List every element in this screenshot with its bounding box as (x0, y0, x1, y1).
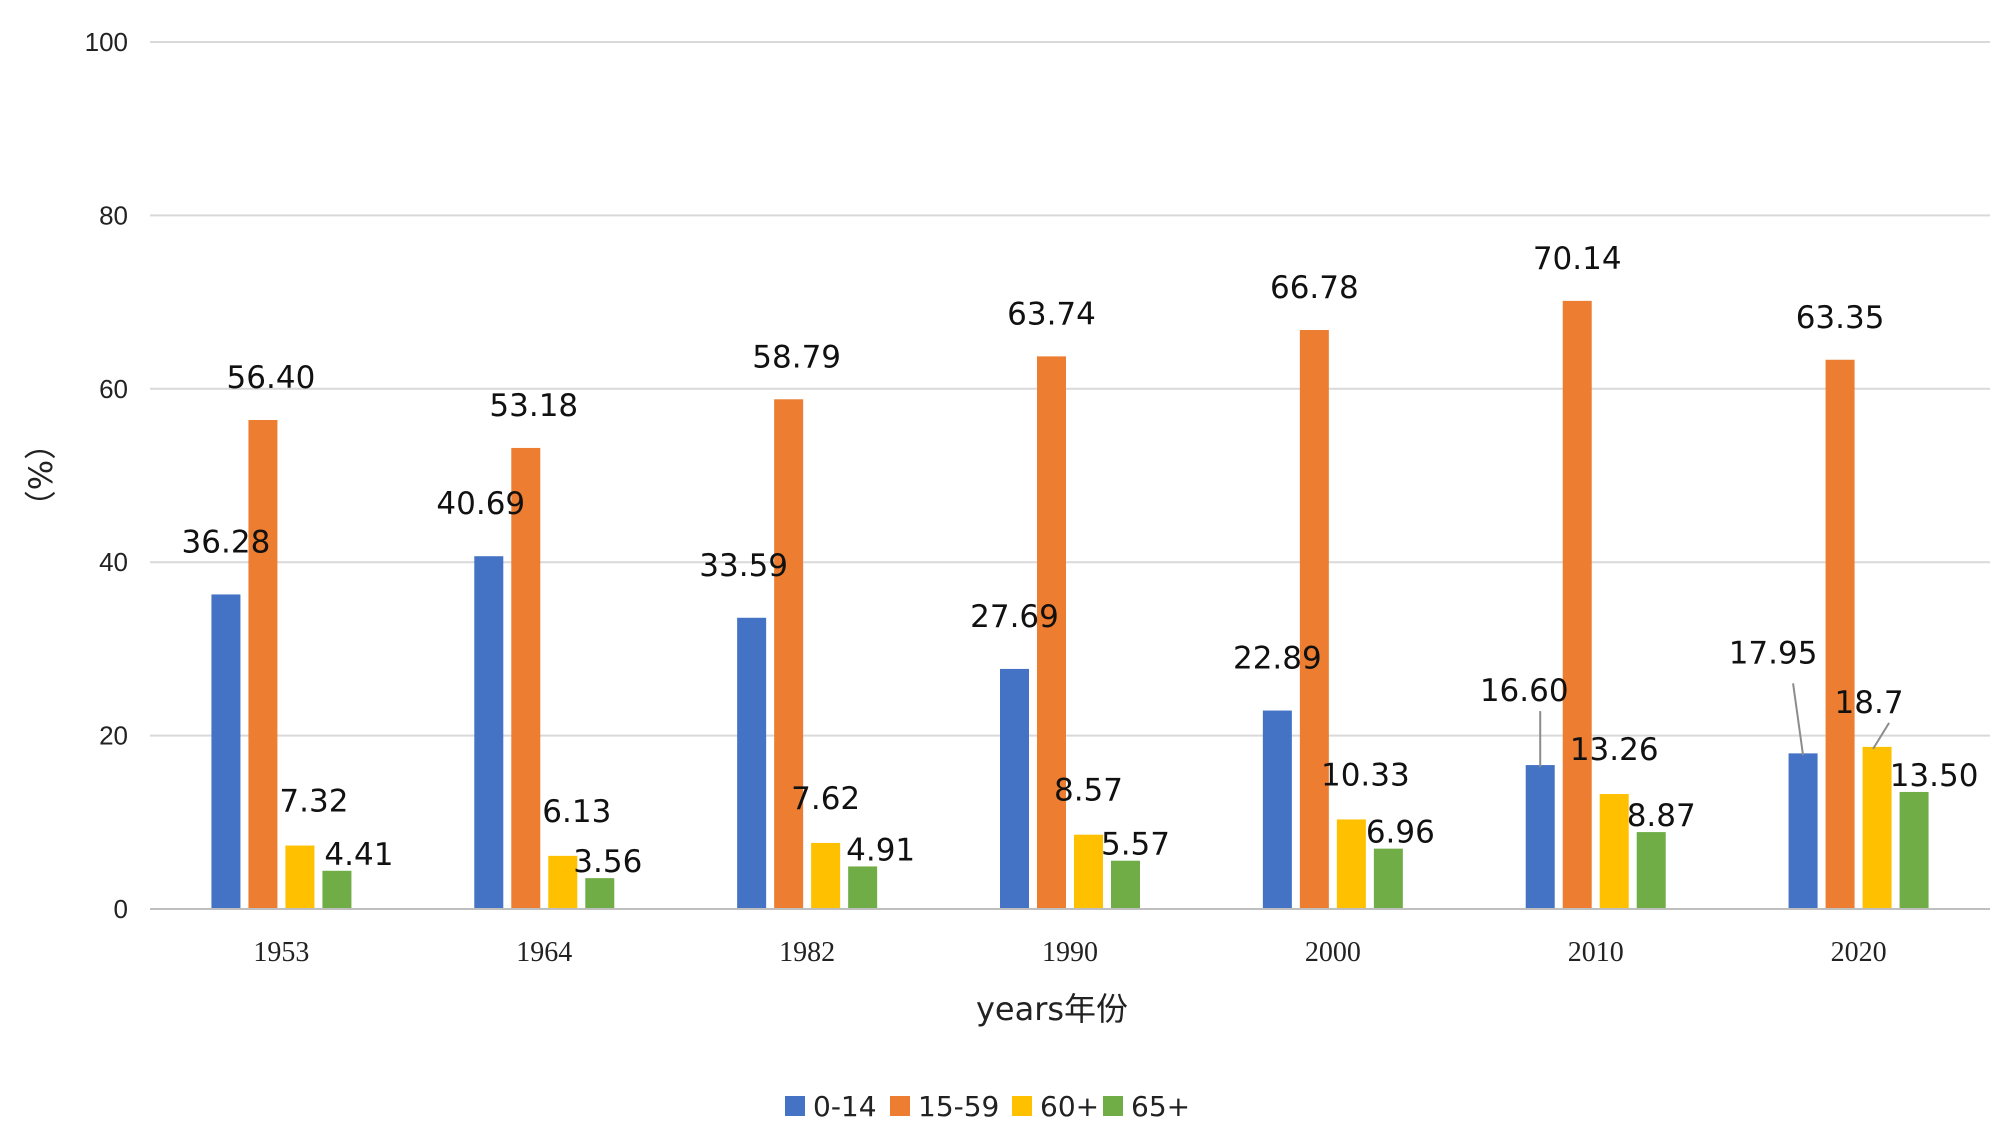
legend-label: 60+ (1040, 1090, 1099, 1123)
bar-15-59-1964 (511, 447, 541, 909)
y-tick-label: 60 (99, 374, 128, 404)
legend-label: 15-59 (918, 1090, 999, 1123)
data-label: 4.41 (324, 837, 393, 873)
data-label: 17.95 (1729, 635, 1818, 671)
bar-60+-2010 (1599, 794, 1629, 909)
y-axis-title: （%） (22, 428, 60, 522)
bar-65+-1964 (585, 878, 615, 909)
legend: 0-14 15-59 60+ 65+ (785, 1090, 1190, 1123)
label-leader-lines (1539, 683, 1890, 768)
data-label: 66.78 (1270, 270, 1359, 306)
y-axis-ticks: 0 20 40 60 80 100 (85, 27, 128, 924)
bar-15-59-2010 (1562, 300, 1592, 909)
bar-60+-2020 (1862, 746, 1892, 909)
bar-0-14-1964 (474, 556, 504, 909)
bar-60+-2000 (1336, 819, 1366, 909)
y-tick-label: 0 (114, 894, 128, 924)
legend-swatch-0-14 (785, 1096, 805, 1116)
legend-swatch-15-59 (890, 1096, 910, 1116)
y-tick-label: 20 (99, 721, 128, 751)
data-label: 8.87 (1627, 798, 1696, 834)
bar-0-14-2010 (1525, 765, 1555, 909)
legend-swatch-65+ (1103, 1096, 1123, 1116)
data-label: 22.89 (1233, 641, 1322, 677)
legend-label: 0-14 (813, 1090, 877, 1123)
leader-line (1792, 683, 1805, 756)
x-tick-label: 2010 (1568, 937, 1624, 968)
bar-15-59-2020 (1825, 359, 1855, 909)
x-axis-ticks: 1953 1964 1982 1990 2000 2010 2020 (253, 937, 1886, 968)
y-tick-label: 80 (99, 200, 128, 230)
data-label: 70.14 (1533, 241, 1622, 277)
bar-15-59-1953 (248, 420, 278, 909)
data-label: 13.26 (1570, 732, 1659, 768)
y-tick-label: 40 (99, 547, 128, 577)
data-label: 3.56 (573, 844, 642, 880)
bar-65+-2000 (1373, 848, 1403, 909)
leader-line (1872, 722, 1890, 750)
data-label: 5.57 (1101, 827, 1170, 863)
bar-60+-1982 (811, 842, 841, 909)
bar-15-59-1982 (774, 399, 804, 909)
data-label: 16.60 (1480, 673, 1569, 709)
bar-0-14-1953 (211, 594, 241, 909)
data-label: 6.13 (542, 794, 611, 830)
bar-0-14-1982 (737, 617, 767, 909)
bar-15-59-2000 (1299, 330, 1329, 909)
bar-65+-2020 (1899, 791, 1929, 909)
x-tick-label: 2000 (1305, 937, 1361, 968)
data-label: 8.57 (1054, 773, 1123, 809)
data-label: 63.74 (1007, 296, 1096, 332)
data-label: 63.35 (1796, 300, 1885, 336)
data-label: 7.32 (279, 784, 348, 820)
bar-65+-1982 (848, 866, 878, 909)
gridlines (150, 41, 1990, 737)
x-tick-label: 2020 (1831, 937, 1887, 968)
bar-60+-1990 (1074, 834, 1103, 909)
bar-0-14-1990 (1000, 668, 1029, 909)
x-tick-label: 1953 (253, 937, 309, 968)
data-labels: 36.28 56.40 7.32 4.41 40.69 53.18 6.13 3.56 33.5… (182, 241, 1979, 880)
bar-60+-1953 (285, 845, 315, 909)
x-tick-label: 1982 (779, 937, 835, 968)
data-label: 27.69 (970, 599, 1059, 635)
data-label: 58.79 (752, 339, 841, 375)
data-label: 4.91 (846, 832, 915, 868)
data-label: 18.7 (1835, 685, 1904, 721)
legend-label: 65+ (1131, 1090, 1190, 1123)
data-label: 40.69 (436, 486, 525, 522)
bar-65+-2010 (1636, 832, 1666, 909)
data-label: 10.33 (1321, 757, 1410, 793)
y-tick-label: 100 (85, 27, 128, 57)
data-label: 33.59 (699, 548, 788, 584)
bar-15-59-1990 (1037, 356, 1066, 909)
data-label: 6.96 (1366, 815, 1435, 851)
x-axis-title: years年份 (976, 990, 1128, 1028)
x-tick-label: 1964 (516, 937, 572, 968)
bar-0-14-2000 (1262, 710, 1292, 909)
data-label: 36.28 (182, 524, 271, 560)
data-label: 53.18 (489, 388, 578, 424)
bar-65+-1953 (322, 870, 352, 909)
bar-0-14-2020 (1788, 753, 1818, 909)
x-tick-label: 1990 (1042, 937, 1098, 968)
bar-65+-1990 (1111, 860, 1140, 909)
legend-swatch-60+ (1012, 1096, 1032, 1116)
bar-60+-1964 (548, 855, 578, 909)
bars (211, 300, 1929, 909)
data-label: 13.50 (1890, 758, 1979, 794)
data-label: 7.62 (791, 781, 860, 817)
data-label: 56.40 (227, 360, 316, 396)
